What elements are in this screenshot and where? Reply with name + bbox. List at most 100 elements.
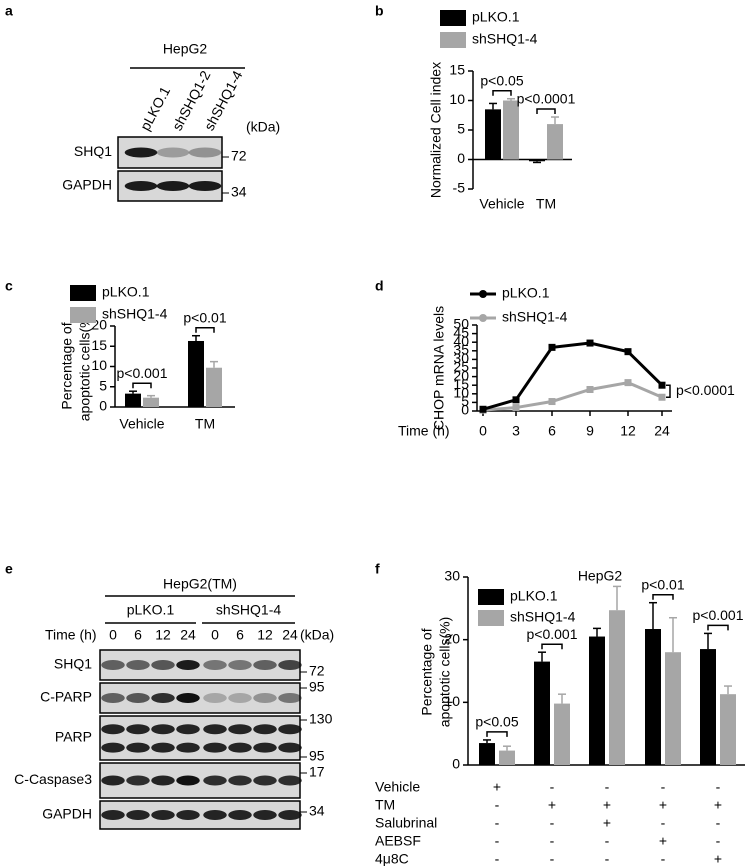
condition-sign: - (495, 851, 500, 866)
bar (485, 109, 501, 160)
band (156, 147, 190, 158)
band (126, 810, 150, 820)
band (156, 181, 190, 191)
annotation: p<0.0001 (676, 382, 735, 398)
condition-sign: - (495, 815, 500, 831)
band (126, 775, 150, 786)
condition-sign: + (493, 779, 501, 795)
condition-sign: - (661, 851, 666, 866)
marker-label: 72 (309, 663, 325, 679)
bar (499, 750, 515, 765)
band (101, 724, 125, 735)
y-tick-label: 5 (457, 121, 465, 137)
condition-sign: - (605, 779, 610, 795)
bracket (652, 593, 674, 600)
condition-sign: - (716, 833, 721, 849)
band (151, 775, 175, 786)
band (253, 660, 277, 670)
bracket (536, 108, 556, 115)
annotation: p<0.001 (117, 365, 168, 381)
band (176, 693, 200, 703)
condition-sign: - (661, 815, 666, 831)
band (176, 775, 200, 786)
annotation: p<0.05 (475, 714, 518, 730)
point (624, 348, 632, 356)
condition-sign: + (714, 797, 722, 813)
condition-label: Vehicle (375, 779, 420, 795)
bar (720, 694, 736, 765)
band (203, 810, 227, 820)
condition-sign: - (550, 779, 555, 795)
panel-label: b (375, 3, 384, 19)
legend-swatch (440, 10, 466, 26)
band (228, 810, 252, 820)
x-tick-label: TM (536, 196, 556, 212)
band (278, 693, 302, 703)
row-label: SHQ1 (74, 143, 112, 159)
y-tick-label: 30 (453, 350, 469, 366)
marker-label: 34 (231, 184, 247, 200)
band (126, 693, 150, 703)
condition-sign: - (550, 815, 555, 831)
lane-label: 6 (134, 627, 142, 643)
band (278, 660, 302, 670)
band (151, 724, 175, 735)
row-label: C-PARP (40, 689, 92, 705)
time-label: Time (h) (45, 627, 97, 643)
band (253, 742, 277, 753)
bracket (195, 326, 215, 333)
condition-sign: - (661, 779, 666, 795)
bar (188, 340, 204, 407)
legend-marker (479, 314, 487, 322)
band (203, 724, 227, 735)
x-tick-label: 12 (620, 423, 636, 439)
bracket (132, 382, 152, 389)
band (228, 742, 252, 753)
band (203, 742, 227, 753)
row-label: GAPDH (42, 806, 92, 822)
band (203, 660, 227, 670)
band (253, 693, 277, 703)
blot-box (99, 715, 301, 761)
y-tick-label: 10 (453, 385, 469, 401)
condition-sign: + (659, 797, 667, 813)
condition-sign: - (605, 833, 610, 849)
bar (534, 661, 550, 765)
panel-label: e (5, 561, 13, 577)
legend-swatch (478, 589, 504, 605)
band (101, 693, 125, 703)
bar (700, 649, 716, 765)
lane-label: 0 (211, 627, 219, 643)
point (512, 396, 520, 404)
condition-sign: + (548, 797, 556, 813)
y-tick-label: -5 (453, 180, 466, 196)
band (126, 724, 150, 735)
bar (645, 629, 661, 765)
point (548, 343, 556, 351)
y-tick-label: 35 (453, 342, 469, 358)
y-tick-label: 15 (91, 337, 107, 353)
chart-title: HepG2 (578, 568, 623, 584)
y-axis-label: CHOP mRNA levels (431, 306, 447, 430)
bar (609, 610, 625, 765)
band (101, 775, 125, 786)
band (228, 775, 252, 786)
legend-label: pLKO.1 (472, 9, 520, 25)
band (124, 181, 158, 191)
marker-label: 17 (309, 764, 325, 780)
panel-label: d (375, 278, 384, 294)
y-tick-label: 50 (453, 316, 469, 332)
y-tick-label: 30 (444, 568, 460, 584)
point (658, 381, 666, 389)
y-axis-label: Percentage of (419, 628, 435, 715)
condition-sign: - (605, 851, 610, 866)
bracket (541, 643, 563, 650)
annotation: p<0.05 (480, 72, 523, 88)
band (203, 775, 227, 786)
y-tick-label: 10 (449, 91, 465, 107)
band (278, 742, 302, 753)
condition-label: TM (375, 797, 395, 813)
bar (503, 100, 519, 160)
y-tick-label: 15 (453, 376, 469, 392)
